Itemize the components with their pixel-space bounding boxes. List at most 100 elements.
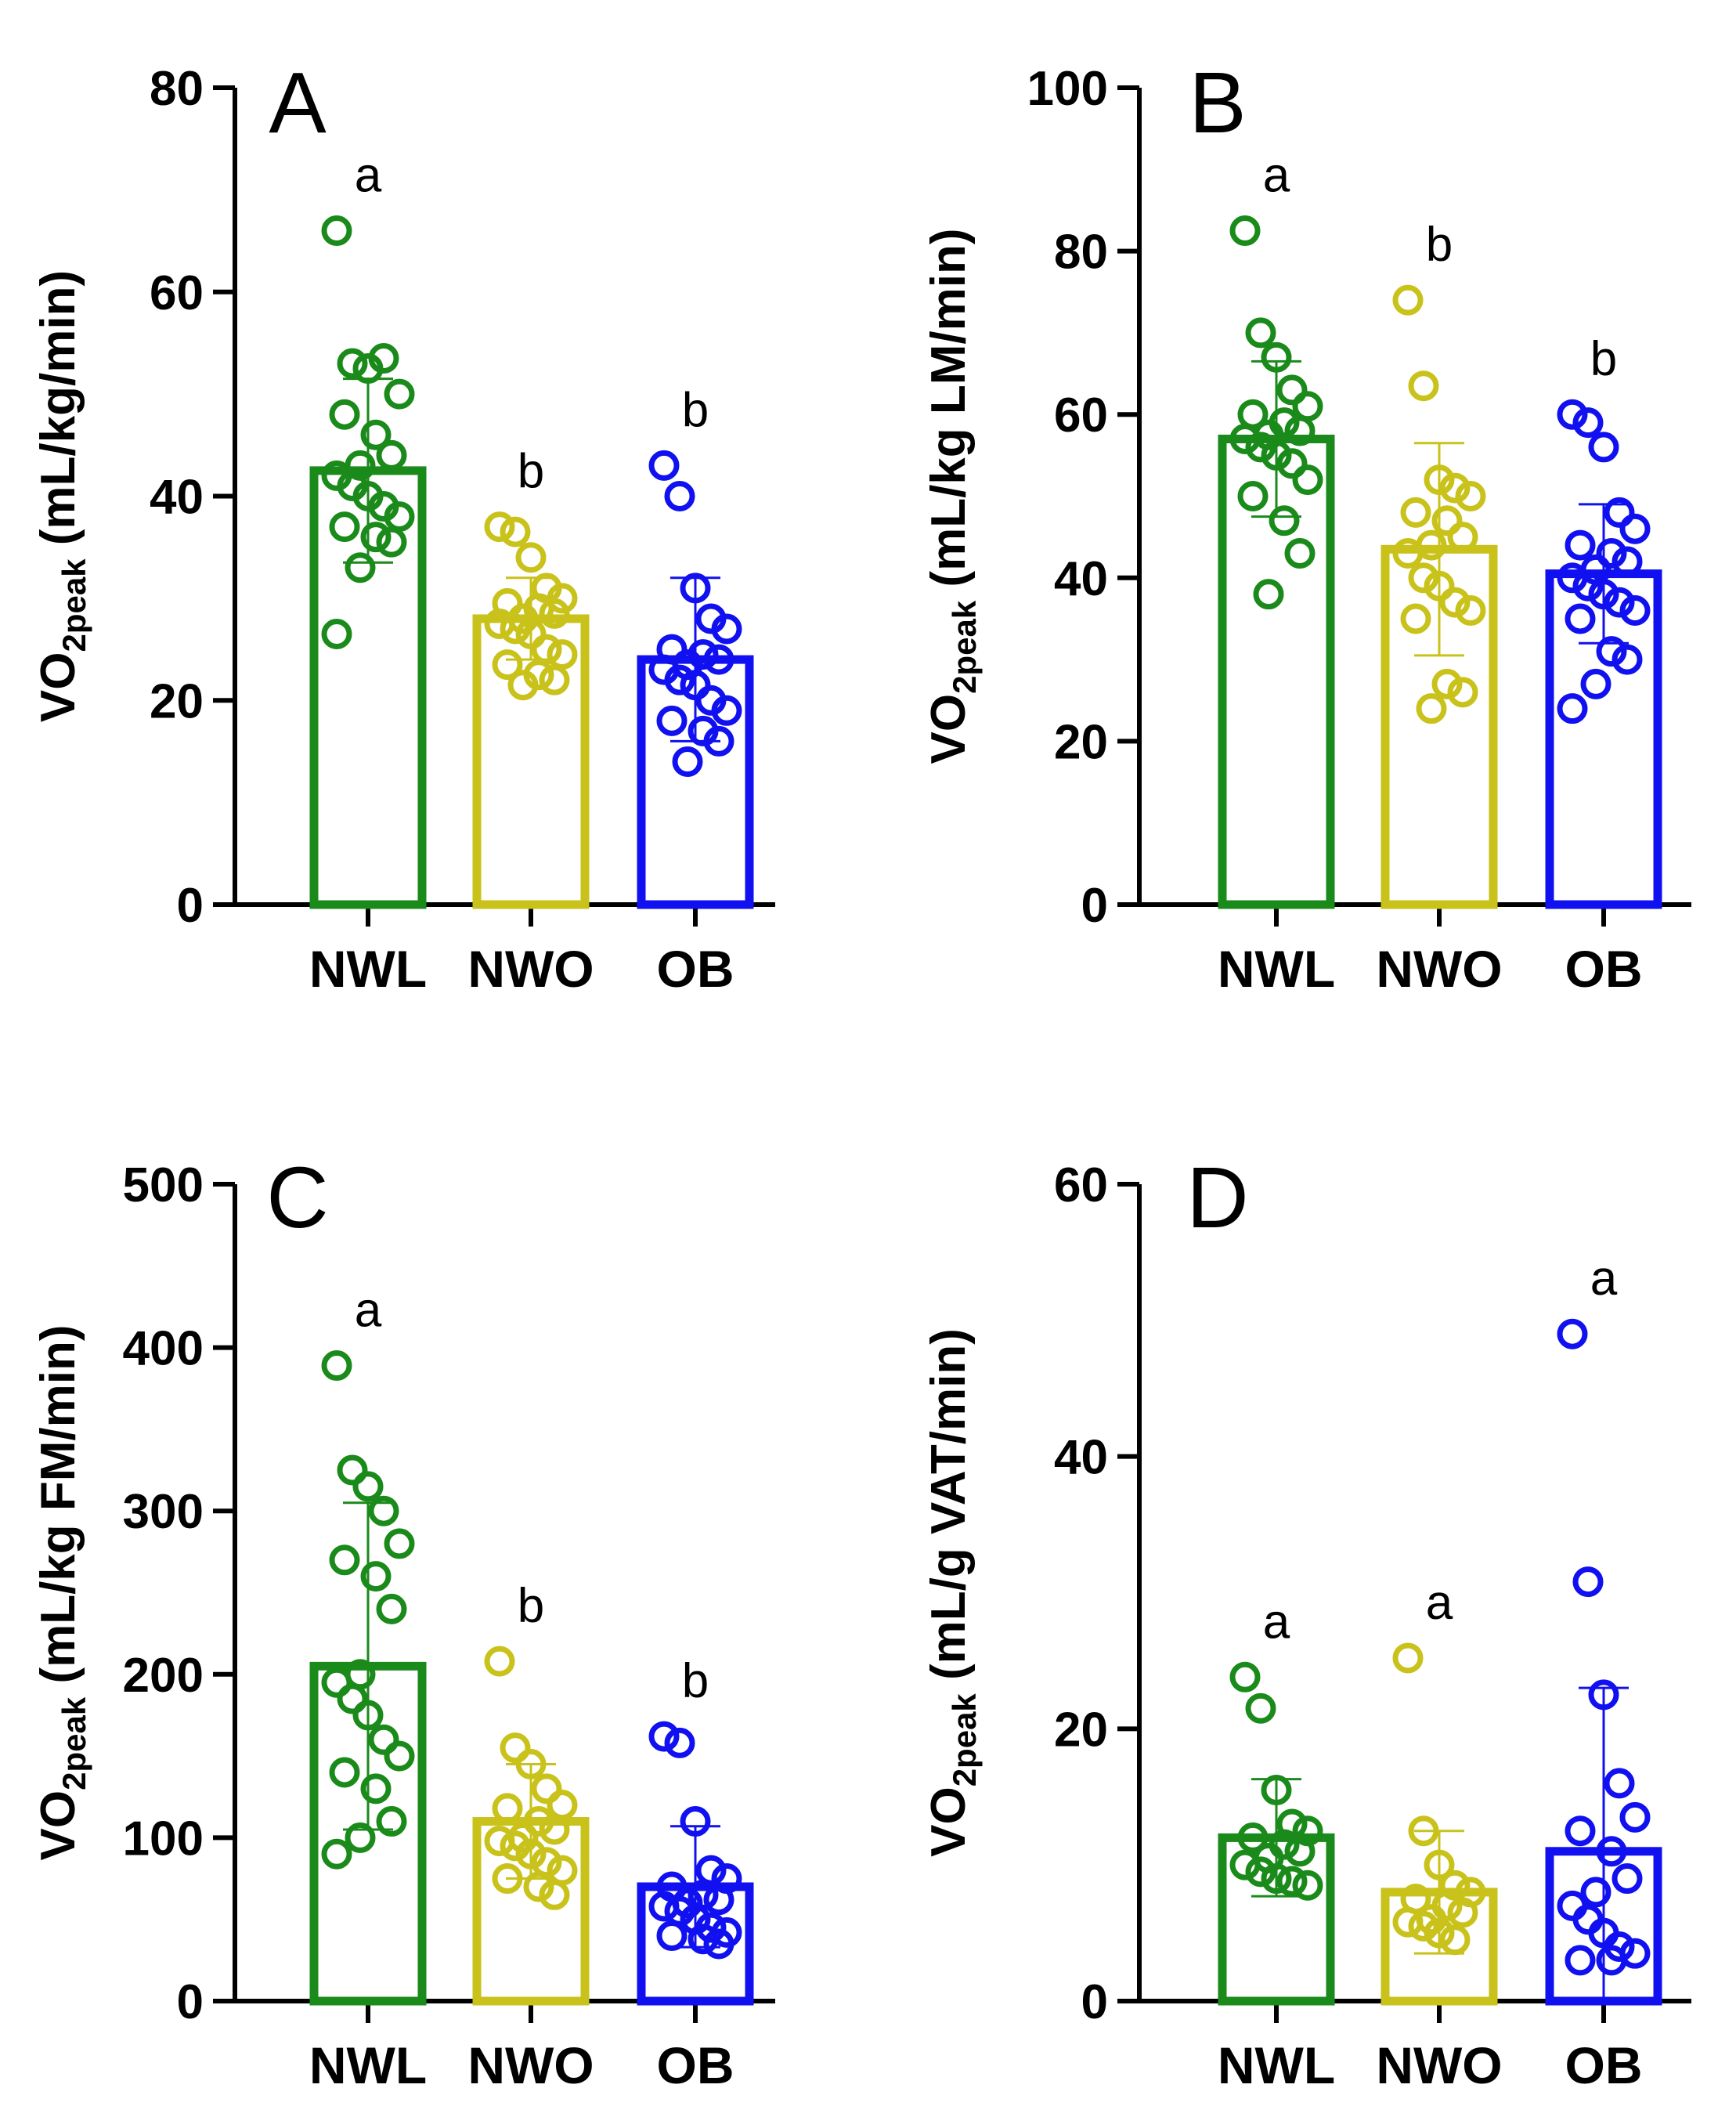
- y-tick-label: 300: [123, 1485, 204, 1539]
- data-point: [539, 664, 570, 695]
- y-tick-label: 40: [150, 471, 204, 525]
- data-point: [1565, 603, 1596, 634]
- data-point: [384, 1528, 415, 1559]
- data-point: [1229, 215, 1261, 247]
- data-point: [1424, 464, 1455, 496]
- data-point: [1392, 1642, 1424, 1674]
- data-point: [664, 481, 695, 511]
- significance-letter: a: [1590, 1252, 1618, 1306]
- y-tick-label: 60: [1054, 388, 1108, 443]
- y-tick-label: 100: [1027, 62, 1108, 116]
- data-point: [376, 439, 407, 471]
- category-label: NWL: [309, 940, 427, 998]
- panel-letter: D: [1186, 1150, 1248, 1246]
- data-point: [1439, 1924, 1471, 1956]
- y-tick-label: 60: [1054, 1158, 1108, 1212]
- y-tick-label: 0: [177, 879, 204, 933]
- data-point: [531, 1773, 562, 1805]
- y-axis-label-units: (mL/kg/min): [31, 270, 85, 559]
- data-point: [360, 522, 392, 553]
- data-point: [1611, 1863, 1643, 1895]
- data-point: [492, 1863, 523, 1895]
- data-point: [352, 1471, 384, 1502]
- data-point: [1229, 423, 1261, 454]
- y-tick-label: 40: [1054, 1431, 1108, 1485]
- data-point: [1572, 570, 1604, 602]
- category-label: NWL: [1218, 940, 1335, 998]
- data-point: [523, 1871, 554, 1902]
- data-point: [329, 511, 360, 543]
- category-label: NWL: [309, 2036, 427, 2094]
- data-point: [1424, 1849, 1455, 1880]
- significance-letter: b: [518, 1579, 544, 1633]
- data-point: [1596, 636, 1627, 667]
- data-point: [492, 649, 523, 681]
- data-point: [1245, 1856, 1276, 1888]
- data-point: [492, 1793, 523, 1824]
- data-point: [547, 1790, 578, 1821]
- data-point: [376, 1806, 407, 1837]
- significance-letter: a: [1426, 1576, 1453, 1630]
- data-point: [539, 1879, 570, 1910]
- data-point: [539, 598, 570, 629]
- data-point: [648, 1721, 680, 1752]
- panel-d: 0 20 40 60 NWL NWO OB a a a D VO2peak (mL/g VAT/min…: [922, 1150, 1691, 2094]
- data-point: [1408, 1910, 1439, 1942]
- panel-letter: A: [269, 55, 327, 151]
- data-point: [1416, 693, 1447, 724]
- data-point: [321, 1838, 352, 1870]
- significance-letter: b: [518, 445, 544, 499]
- data-point: [1237, 1822, 1269, 1853]
- data-point: [1611, 644, 1643, 675]
- y-axis-label: VO2peak (mL/kg/min): [31, 270, 92, 722]
- y-tick-label: 0: [1081, 1975, 1108, 2029]
- data-point: [1292, 464, 1323, 496]
- data-point: [1392, 538, 1424, 569]
- data-point: [500, 1830, 531, 1862]
- y-axis-label-units: (mL/kg LM/min): [922, 229, 976, 601]
- data-point: [1455, 481, 1486, 511]
- y-tick-label: 100: [123, 1812, 204, 1866]
- data-point: [484, 1646, 515, 1677]
- data-point: [345, 552, 376, 583]
- data-point: [1269, 505, 1300, 536]
- data-point: [1424, 570, 1455, 602]
- data-point: [1261, 439, 1292, 471]
- data-point: [352, 1700, 384, 1731]
- data-point: [1439, 587, 1471, 618]
- category-label: OB: [657, 2036, 734, 2094]
- data-point: [1588, 579, 1619, 610]
- data-point: [1392, 1906, 1424, 1938]
- data-point: [1424, 1917, 1455, 1949]
- data-point: [1408, 1815, 1439, 1847]
- data-point: [1392, 284, 1424, 316]
- data-point: [1557, 1318, 1588, 1349]
- data-point: [680, 573, 711, 604]
- category-label: OB: [1565, 940, 1643, 998]
- data-point: [1237, 481, 1269, 511]
- significance-letter: a: [1263, 1595, 1290, 1649]
- data-point: [360, 1773, 392, 1805]
- data-point: [1619, 595, 1651, 627]
- category-label: NWO: [467, 940, 594, 998]
- data-point: [1604, 587, 1635, 618]
- data-point: [368, 1724, 399, 1755]
- data-point: [1604, 497, 1635, 528]
- category-label: NWL: [1218, 2036, 1335, 2094]
- data-point: [360, 419, 392, 450]
- data-point: [1245, 317, 1276, 349]
- data-point: [484, 1826, 515, 1857]
- category-label: OB: [657, 940, 734, 998]
- data-point: [1455, 595, 1486, 627]
- data-point: [321, 619, 352, 650]
- data-point: [1431, 505, 1463, 536]
- data-point: [368, 342, 399, 374]
- category-label: OB: [1565, 2036, 1643, 2094]
- data-point: [329, 399, 360, 430]
- data-point: [664, 664, 695, 695]
- category-label: NWO: [1376, 940, 1502, 998]
- data-point: [1572, 1566, 1604, 1598]
- y-tick-label: 40: [1054, 552, 1108, 606]
- panel-c: 0 100 200 300 400 500 NWL NWO OB a b b C VO2peak (mL/…: [31, 1150, 775, 2094]
- data-point: [1245, 432, 1276, 463]
